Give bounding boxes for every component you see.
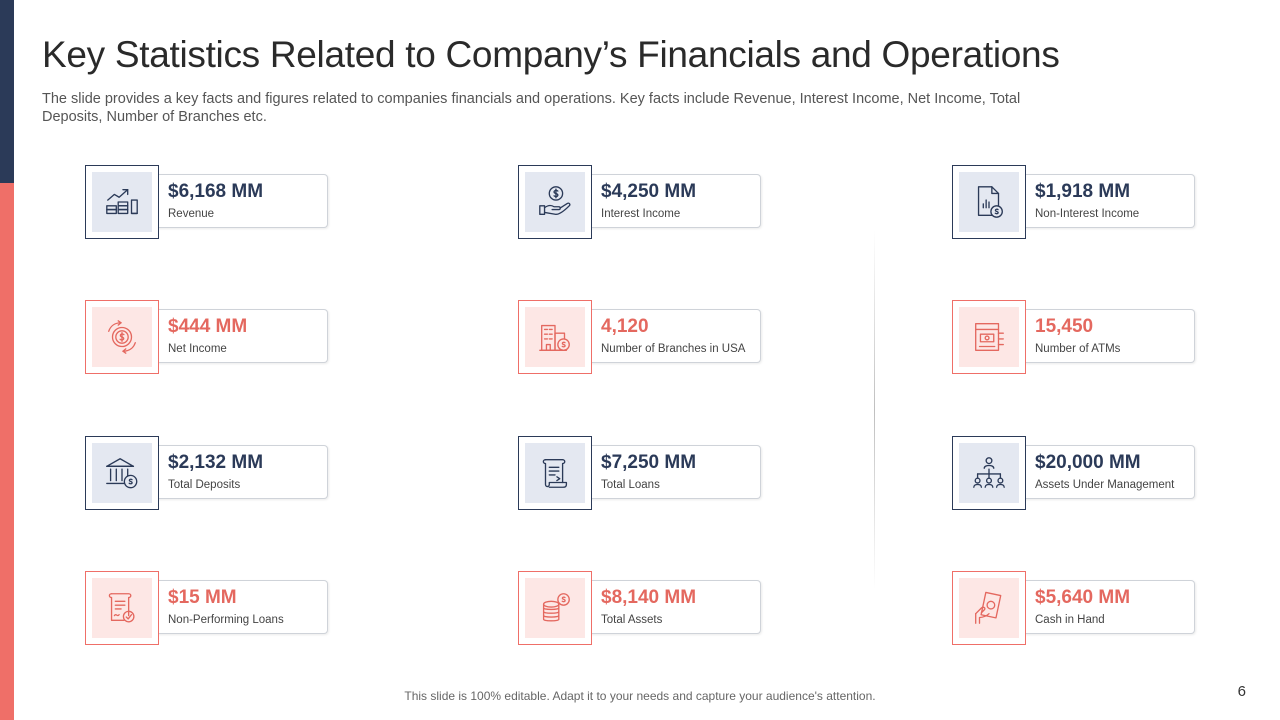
accent-bar-coral — [0, 183, 14, 720]
stat-label: Non-Interest Income — [1035, 208, 1140, 220]
icon-frame — [518, 300, 592, 374]
stat-card-atms: 15,450 Number of ATMs — [952, 300, 1197, 376]
icon-frame — [85, 300, 159, 374]
stat-label: Total Assets — [601, 614, 663, 626]
stat-value: $1,918 MM — [1035, 181, 1131, 202]
coin-stack-icon — [542, 593, 570, 622]
icon-frame — [952, 165, 1026, 239]
stat-value: $6,168 MM — [168, 181, 264, 202]
stat-value: $5,640 MM — [1035, 587, 1131, 608]
stat-card-interest-income: $4,250 MM Interest Income — [518, 165, 763, 241]
contract-icon — [108, 593, 135, 623]
icon-frame — [952, 571, 1026, 645]
page-subtitle: The slide provides a key facts and figur… — [42, 91, 1021, 125]
footer-note: This slide is 100% editable. Adapt it to… — [404, 689, 876, 703]
stat-label: Net Income — [168, 343, 227, 355]
icon-frame — [518, 571, 592, 645]
column-divider — [874, 230, 875, 590]
icon-frame — [85, 436, 159, 510]
page-number: 6 — [1237, 683, 1246, 700]
bank-deposit-icon — [106, 458, 138, 489]
stat-card-total-assets: $8,140 MM Total Assets — [518, 571, 763, 647]
stat-card-cash-in-hand: $5,640 MM Cash in Hand — [952, 571, 1197, 647]
loan-document-icon — [542, 459, 568, 488]
hierarchy-icon — [973, 457, 1005, 488]
stat-card-net-income: $444 MM Net Income — [85, 300, 330, 376]
stat-label: Revenue — [168, 208, 215, 220]
stat-card-total-loans: $7,250 MM Total Loans — [518, 436, 763, 512]
dollar-gear-icon — [108, 320, 136, 354]
stat-value: 4,120 — [601, 316, 649, 337]
icon-frame — [518, 436, 592, 510]
document-dollar-icon — [977, 186, 1003, 218]
stat-label: Total Loans — [601, 479, 660, 491]
stat-card-branches: 4,120 Number of Branches in USA — [518, 300, 763, 376]
bank-building-icon — [539, 324, 570, 351]
icon-frame — [952, 300, 1026, 374]
page-title: Key Statistics Related to Company’s Fina… — [42, 34, 1060, 75]
stat-card-non-performing-loans: $15 MM Non-Performing Loans — [85, 571, 330, 647]
atm-icon — [975, 323, 1004, 351]
stat-label: Total Deposits — [168, 479, 241, 491]
stat-card-aum: $20,000 MM Assets Under Management — [952, 436, 1197, 512]
icon-frame — [85, 165, 159, 239]
accent-bar-navy — [0, 0, 14, 183]
stat-label: Number of ATMs — [1035, 343, 1121, 355]
cash-hand-icon — [975, 591, 1002, 624]
stat-label: Number of Branches in USA — [601, 343, 746, 355]
icon-frame — [952, 436, 1026, 510]
icon-frame — [85, 571, 159, 645]
stat-value: $444 MM — [168, 316, 248, 337]
stat-card-revenue: $6,168 MM Revenue — [85, 165, 330, 241]
stat-label: Non-Performing Loans — [168, 614, 284, 626]
stat-label: Interest Income — [601, 208, 681, 220]
stat-value: $7,250 MM — [601, 452, 697, 473]
dollar-hand-icon — [539, 186, 571, 216]
stat-value: $8,140 MM — [601, 587, 697, 608]
icon-frame — [518, 165, 592, 239]
stat-value: $20,000 MM — [1035, 452, 1141, 473]
revenue-growth-icon — [106, 188, 138, 215]
stat-label: Cash in Hand — [1035, 614, 1105, 626]
stat-label: Assets Under Management — [1035, 479, 1175, 491]
stat-value: $4,250 MM — [601, 181, 697, 202]
stat-value: $15 MM — [168, 587, 237, 608]
stat-value: $2,132 MM — [168, 452, 264, 473]
stat-card-total-deposits: $2,132 MM Total Deposits — [85, 436, 330, 512]
stat-card-non-interest-income: $1,918 MM Non-Interest Income — [952, 165, 1197, 241]
stat-value: 15,450 — [1035, 316, 1094, 337]
